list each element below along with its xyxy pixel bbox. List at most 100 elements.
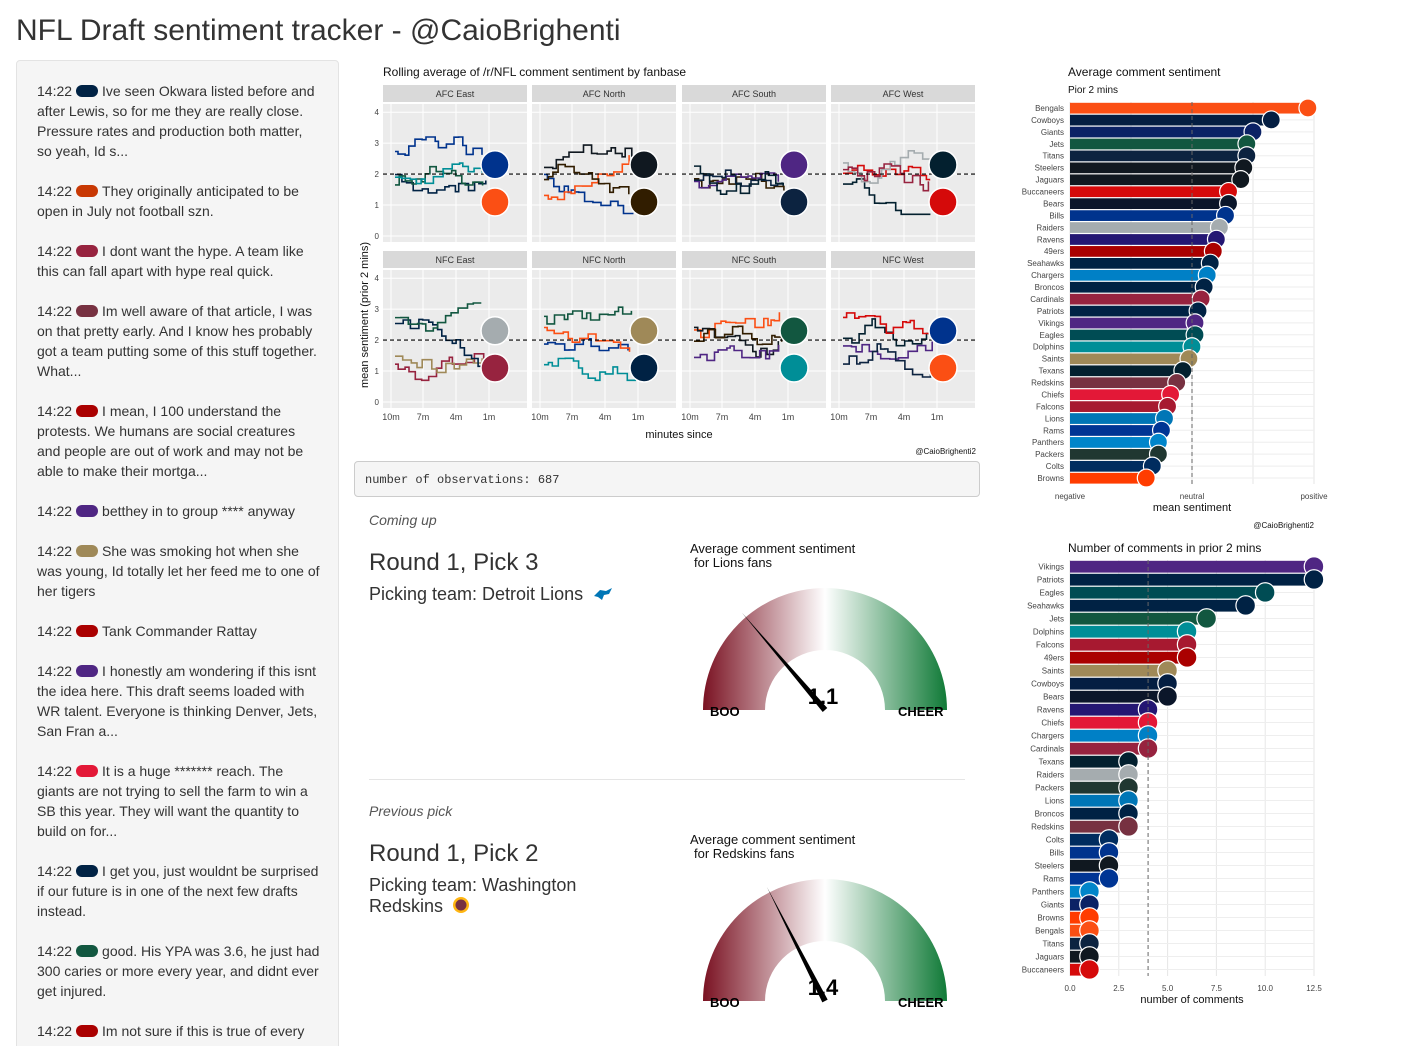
gauge-value: 1.1 <box>808 684 839 709</box>
team-logo-icon <box>779 150 809 180</box>
x-tick-label: 10m <box>681 412 699 422</box>
category-label: Jaguars <box>1036 953 1064 962</box>
bar <box>1070 664 1168 677</box>
comment-item: 14:22 Tank Commander Rattay <box>37 621 320 641</box>
comment-count-svg: Number of comments in prior 2 mins Viking… <box>1022 541 1325 1006</box>
bar <box>1070 625 1188 638</box>
category-label: Seahawks <box>1027 259 1064 268</box>
coming-up-gauge-title: Average comment sentiment for Lions fans <box>690 542 855 570</box>
team-logo-icon <box>480 316 510 346</box>
team-logo-icon <box>1261 110 1281 130</box>
category-label: Bengals <box>1035 104 1064 113</box>
x-tick-label: 1m <box>632 412 645 422</box>
bar <box>1070 703 1149 716</box>
coming-up-gauge: 1.1 BOO CHEER <box>690 575 960 725</box>
sentiment-trace <box>395 162 483 185</box>
x-tick-label: 4m <box>898 412 911 422</box>
team-logo-icon <box>1079 959 1100 980</box>
bar <box>1070 690 1168 703</box>
comment-item: 14:22 Ive seen Okwara listed before and a… <box>37 81 320 161</box>
bar <box>1070 573 1314 586</box>
comment-item: 14:22 I get you, just wouldnt be surprise… <box>37 861 320 921</box>
bar <box>1070 174 1241 186</box>
x-tick-label: 10.0 <box>1257 984 1273 993</box>
category-label: Cowboys <box>1031 116 1064 125</box>
bar <box>1070 437 1159 448</box>
comment-item: 14:22 Im not sure if this is true of ever… <box>37 1021 320 1041</box>
y-tick-label: 4 <box>375 108 380 117</box>
bar <box>1070 807 1129 820</box>
y-tick-label: 0 <box>375 398 380 407</box>
team-logo-icon <box>1137 738 1159 759</box>
category-label: Colts <box>1046 836 1064 845</box>
comment-time: 14:22 <box>37 543 73 559</box>
comment-feed[interactable]: 14:22 Ive seen Okwara listed before and a… <box>16 60 339 1046</box>
team-logo-icon <box>1098 868 1120 889</box>
x-axis-label: mean sentiment <box>1153 502 1231 514</box>
bar <box>1070 794 1129 807</box>
bar <box>1070 677 1168 690</box>
page-title: NFL Draft sentiment tracker - @CaioBrigh… <box>16 14 621 47</box>
x-tick-label: 10m <box>531 412 549 422</box>
x-tick-label: 4m <box>450 412 463 422</box>
team-logo-icon <box>928 353 958 383</box>
comment-time: 14:22 <box>37 243 73 259</box>
team-logo-icon <box>76 545 99 557</box>
comment-text: I mean, I 100 understand the protests. W… <box>37 403 304 479</box>
category-label: Raiders <box>1036 223 1064 232</box>
sentiment-trace <box>544 338 629 352</box>
facet-strip-label: AFC East <box>436 89 475 99</box>
bar <box>1070 222 1220 233</box>
category-label: Broncos <box>1035 810 1064 819</box>
team-logo-icon <box>779 316 809 346</box>
team-logo-icon <box>629 187 659 217</box>
category-label: Saints <box>1042 667 1064 676</box>
comment-text: good. His YPA was 3.6, he just had 300 c… <box>37 943 320 999</box>
bar <box>1070 460 1153 472</box>
x-tick-label: 1m <box>782 412 795 422</box>
rolling-chart-xlabel: minutes since <box>645 429 712 441</box>
category-label: Eagles <box>1040 331 1064 340</box>
category-label: Steelers <box>1035 164 1064 173</box>
coming-up-round-title: Round 1, Pick 3 <box>369 549 539 576</box>
facet-strip-label: AFC South <box>732 89 776 99</box>
category-label: Jaguars <box>1036 176 1064 185</box>
bar-chart-subtitle: Pior 2 mins <box>1068 85 1118 96</box>
team-logo-icon <box>76 405 99 417</box>
team-logo-icon <box>928 316 958 346</box>
team-logo-icon <box>76 765 99 777</box>
bar <box>1070 638 1188 651</box>
sentiment-trace <box>544 163 630 195</box>
bar <box>1070 872 1110 885</box>
comment-time: 14:22 <box>37 623 73 639</box>
y-tick-label: 1 <box>375 367 380 376</box>
sentiment-trace <box>395 136 483 156</box>
facet-panel: AFC North <box>532 85 676 242</box>
x-axis-label: number of comments <box>1140 994 1244 1006</box>
previous-pick-round-title: Round 1, Pick 2 <box>369 840 539 867</box>
team-logo-icon <box>1231 170 1251 190</box>
gauge-low-label: BOO <box>710 995 740 1010</box>
bar <box>1070 150 1247 162</box>
comment-time: 14:22 <box>37 943 73 959</box>
category-label: Rams <box>1043 426 1064 435</box>
comment-time: 14:22 <box>37 303 73 319</box>
facet-panel: NFC East 0 1 2 3 4 10m 7m 4m 1m <box>375 251 527 422</box>
x-tick-label: 4m <box>749 412 762 422</box>
x-tick-label: 5.0 <box>1162 984 1174 993</box>
category-label: Buccaneers <box>1022 966 1064 975</box>
comment-text: She was smoking hot when she was young, … <box>37 543 320 599</box>
category-label: Falcons <box>1036 641 1064 650</box>
team-logo-icon <box>76 505 99 517</box>
bar <box>1070 162 1244 174</box>
x-tick-label: 0.0 <box>1064 984 1076 993</box>
x-tick-label: 12.5 <box>1306 984 1322 993</box>
x-tick-label: 7m <box>865 412 878 422</box>
comment-time: 14:22 <box>37 1023 73 1039</box>
category-label: Jets <box>1049 615 1064 624</box>
x-tick-label: 7.5 <box>1211 984 1223 993</box>
category-label: 49ers <box>1044 247 1064 256</box>
category-label: Packers <box>1035 450 1064 459</box>
facet-panel: AFC West <box>831 85 975 242</box>
